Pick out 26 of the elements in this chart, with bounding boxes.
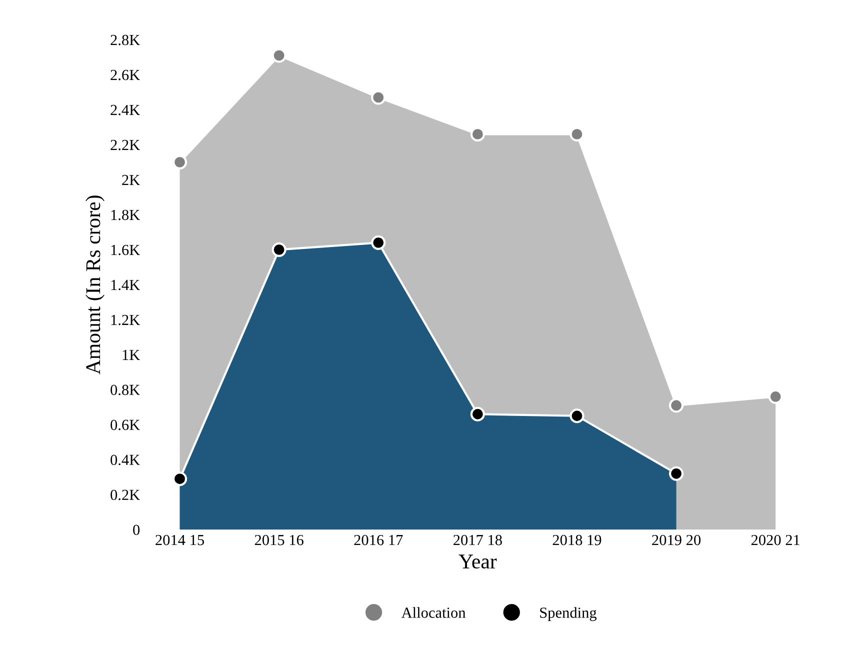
y-tick-label: 2.8K (110, 34, 140, 46)
y-tick-label: 1.2K (111, 314, 140, 326)
x-tick-label: 2019 20 (652, 534, 701, 546)
y-tick-label: 0 (133, 524, 140, 536)
y-tick-label: 0.6K (110, 420, 140, 430)
x-tick-label: 2015 16 (254, 534, 304, 546)
y-tick-label: 1.8K (111, 210, 140, 220)
y-axis-title: Amount (In Rs crore) (86, 196, 104, 374)
y-tick-label: 0.8K (110, 384, 140, 396)
legend-label: Allocation (401, 607, 466, 618)
y-tick-label: 0.4K (110, 454, 140, 466)
y-tick-label: 1.4K (111, 280, 140, 290)
y-tick-label: 2.2K (110, 140, 140, 150)
x-tick-label: 2014 15 (156, 534, 204, 546)
x-axis-title: Year (458, 554, 497, 569)
y-tick-label: 2.4K (110, 104, 140, 116)
legend-label: Spending (540, 607, 597, 622)
x-tick-label: 2018 19 (552, 534, 602, 546)
x-tick-label: 2017 18 (454, 534, 502, 546)
y-tick-label: 2K (122, 174, 140, 185)
y-tick-label: 0.2K (110, 490, 140, 500)
y-tick-label: 2.6K (110, 70, 140, 80)
x-tick-label: 2016 17 (354, 534, 403, 546)
y-tick-label: 1K (122, 350, 140, 360)
y-tick-label: 1.6K (111, 244, 140, 256)
x-tick-label: 2020 21 (751, 534, 800, 546)
